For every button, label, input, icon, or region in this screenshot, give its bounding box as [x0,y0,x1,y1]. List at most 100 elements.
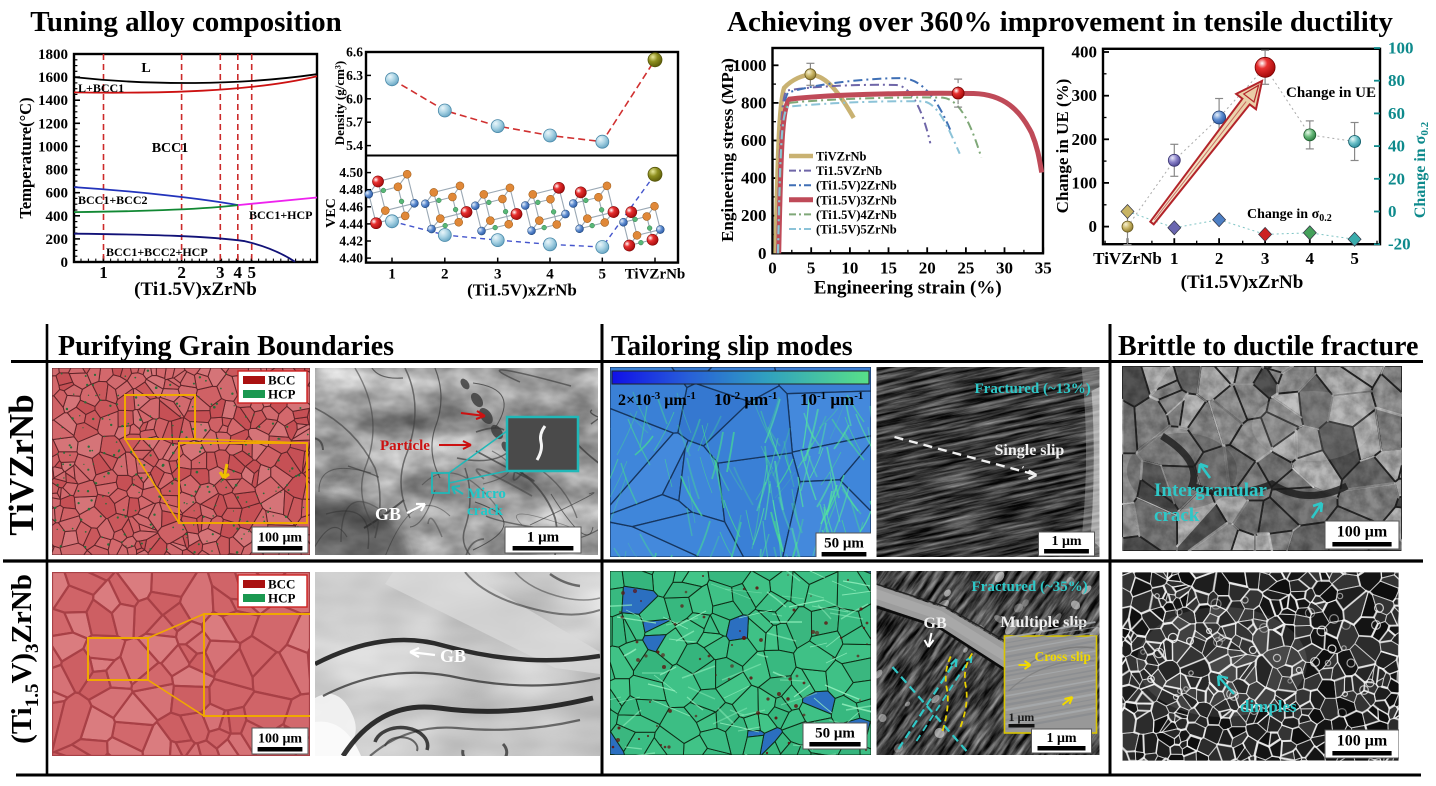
svg-text:6.3: 6.3 [346,68,363,83]
svg-text:50 μm: 50 μm [824,535,864,551]
svg-text:1 μm: 1 μm [1051,534,1081,549]
svg-text:4.50: 4.50 [339,165,363,180]
svg-text:15: 15 [880,258,897,277]
svg-text:200: 200 [46,232,69,248]
svg-text:L+BCC1: L+BCC1 [78,81,124,95]
svg-text:10-2 μm-1: 10-2 μm-1 [714,390,777,409]
svg-text:4.44: 4.44 [339,216,363,231]
svg-text:BCC: BCC [268,373,295,388]
svg-text:1800: 1800 [38,47,68,63]
svg-text:Temperature(°C): Temperature(°C) [16,97,35,218]
svg-text:60: 60 [1388,104,1405,123]
svg-text:4.48: 4.48 [339,182,363,197]
svg-text:5: 5 [599,267,607,283]
svg-text:4.40: 4.40 [339,251,363,266]
svg-text:BCC1: BCC1 [152,141,189,156]
svg-text:Particle: Particle [380,438,430,454]
svg-text:5: 5 [1350,249,1359,268]
svg-text:1 μm: 1 μm [1046,731,1076,746]
svg-text:2: 2 [177,263,186,282]
svg-text:(Ti1.5V)2ZrNb: (Ti1.5V)2ZrNb [816,179,897,193]
svg-text:Micro: Micro [467,486,506,502]
svg-text:1400: 1400 [38,93,68,109]
svg-text:4.42: 4.42 [339,234,363,249]
svg-text:0: 0 [1089,217,1098,236]
svg-text:Fractured (~35%): Fractured (~35%) [972,579,1088,595]
svg-text:BCC1+BCC2+HCP: BCC1+BCC2+HCP [106,245,208,259]
svg-text:dimples: dimples [1240,697,1297,716]
svg-text:Change in σ0.2: Change in σ0.2 [1247,207,1332,224]
svg-text:Purifying Grain Boundaries: Purifying Grain Boundaries [58,331,394,362]
svg-text:0: 0 [758,244,767,263]
svg-text:2×10-3 μm-1: 2×10-3 μm-1 [618,390,696,409]
svg-text:100: 100 [1072,173,1098,192]
svg-text:0: 0 [61,255,69,271]
svg-text:6.0: 6.0 [346,91,363,106]
svg-text:TiVZrNb: TiVZrNb [816,150,867,164]
svg-text:400: 400 [1072,43,1098,62]
svg-text:HCP: HCP [268,387,296,402]
svg-text:Intergranular: Intergranular [1154,480,1268,501]
svg-text:40: 40 [1388,137,1405,156]
svg-text:2: 2 [441,267,449,283]
svg-text:100 μm: 100 μm [258,530,302,545]
svg-text:Change in UE (%): Change in UE (%) [1053,79,1072,214]
svg-text:3: 3 [1261,249,1270,268]
svg-text:5: 5 [807,258,816,277]
svg-text:1000: 1000 [38,139,68,155]
svg-text:0: 0 [1388,202,1397,221]
svg-text:crack: crack [1154,505,1200,526]
svg-text:0: 0 [768,258,777,277]
svg-text:1: 1 [388,267,396,283]
svg-text:BCC1+HCP: BCC1+HCP [249,208,313,222]
svg-text:30: 30 [996,258,1013,277]
svg-text:Fractured (~13%): Fractured (~13%) [975,381,1091,397]
svg-text:TiVZrNb: TiVZrNb [2,394,41,535]
svg-text:4: 4 [546,267,554,283]
svg-text:10: 10 [841,258,858,277]
svg-text:800: 800 [46,163,69,179]
svg-text:Achieving over 360% improvemen: Achieving over 360% improvement in tensi… [727,6,1393,38]
svg-text:3: 3 [216,263,225,282]
svg-text:1 μm: 1 μm [1009,710,1035,724]
svg-text:Engineering strain (%): Engineering strain (%) [814,277,1002,298]
svg-text:VEC: VEC [324,198,339,228]
svg-text:L: L [141,61,150,76]
svg-text:4.46: 4.46 [339,199,363,214]
svg-text:HCP: HCP [268,591,296,606]
svg-text:1600: 1600 [38,70,68,86]
svg-text:300: 300 [1072,86,1098,105]
svg-text:Cross slip: Cross slip [1035,649,1091,664]
svg-text:Single slip: Single slip [995,442,1065,459]
svg-text:Brittle to ductile fracture: Brittle to ductile fracture [1118,331,1418,362]
svg-text:Tuning alloy composition: Tuning alloy composition [30,6,342,38]
svg-text:Ti1.5VZrNb: Ti1.5VZrNb [816,164,882,178]
svg-text:GB: GB [440,646,466,666]
svg-text:(Ti1.5V)xZrNb: (Ti1.5V)xZrNb [1181,272,1304,293]
svg-text:200: 200 [1072,130,1098,149]
svg-text:20: 20 [1388,169,1405,188]
svg-text:TiVZrNb: TiVZrNb [1093,249,1162,268]
svg-text:BCC1+BCC2: BCC1+BCC2 [78,193,148,207]
svg-text:(Ti1.5V)3ZrNb: (Ti1.5V)3ZrNb [816,193,897,207]
svg-text:(Ti1.5V)3ZrNb: (Ti1.5V)3ZrNb [6,574,43,744]
svg-text:TiVZrNb: TiVZrNb [625,267,686,283]
svg-text:Change in UE: Change in UE [1286,85,1376,101]
svg-text:GB: GB [924,615,947,632]
svg-text:2: 2 [1215,249,1224,268]
svg-text:25: 25 [957,258,974,277]
svg-text:4: 4 [1306,249,1315,268]
svg-text:5.7: 5.7 [346,115,363,130]
svg-text:50 μm: 50 μm [815,725,855,741]
svg-text:80: 80 [1388,71,1405,90]
svg-text:(Ti1.5V)4ZrNb: (Ti1.5V)4ZrNb [816,208,897,222]
svg-text:4: 4 [234,263,243,282]
svg-text:600: 600 [46,186,69,202]
svg-text:1: 1 [1170,249,1179,268]
svg-text:crack: crack [467,503,503,519]
svg-text:100: 100 [1388,39,1414,58]
svg-text:20: 20 [919,258,936,277]
svg-text:400: 400 [741,169,767,188]
svg-text:(Ti1.5V)xZrNb: (Ti1.5V)xZrNb [467,281,577,300]
svg-text:10-1 μm-1: 10-1 μm-1 [800,390,863,409]
